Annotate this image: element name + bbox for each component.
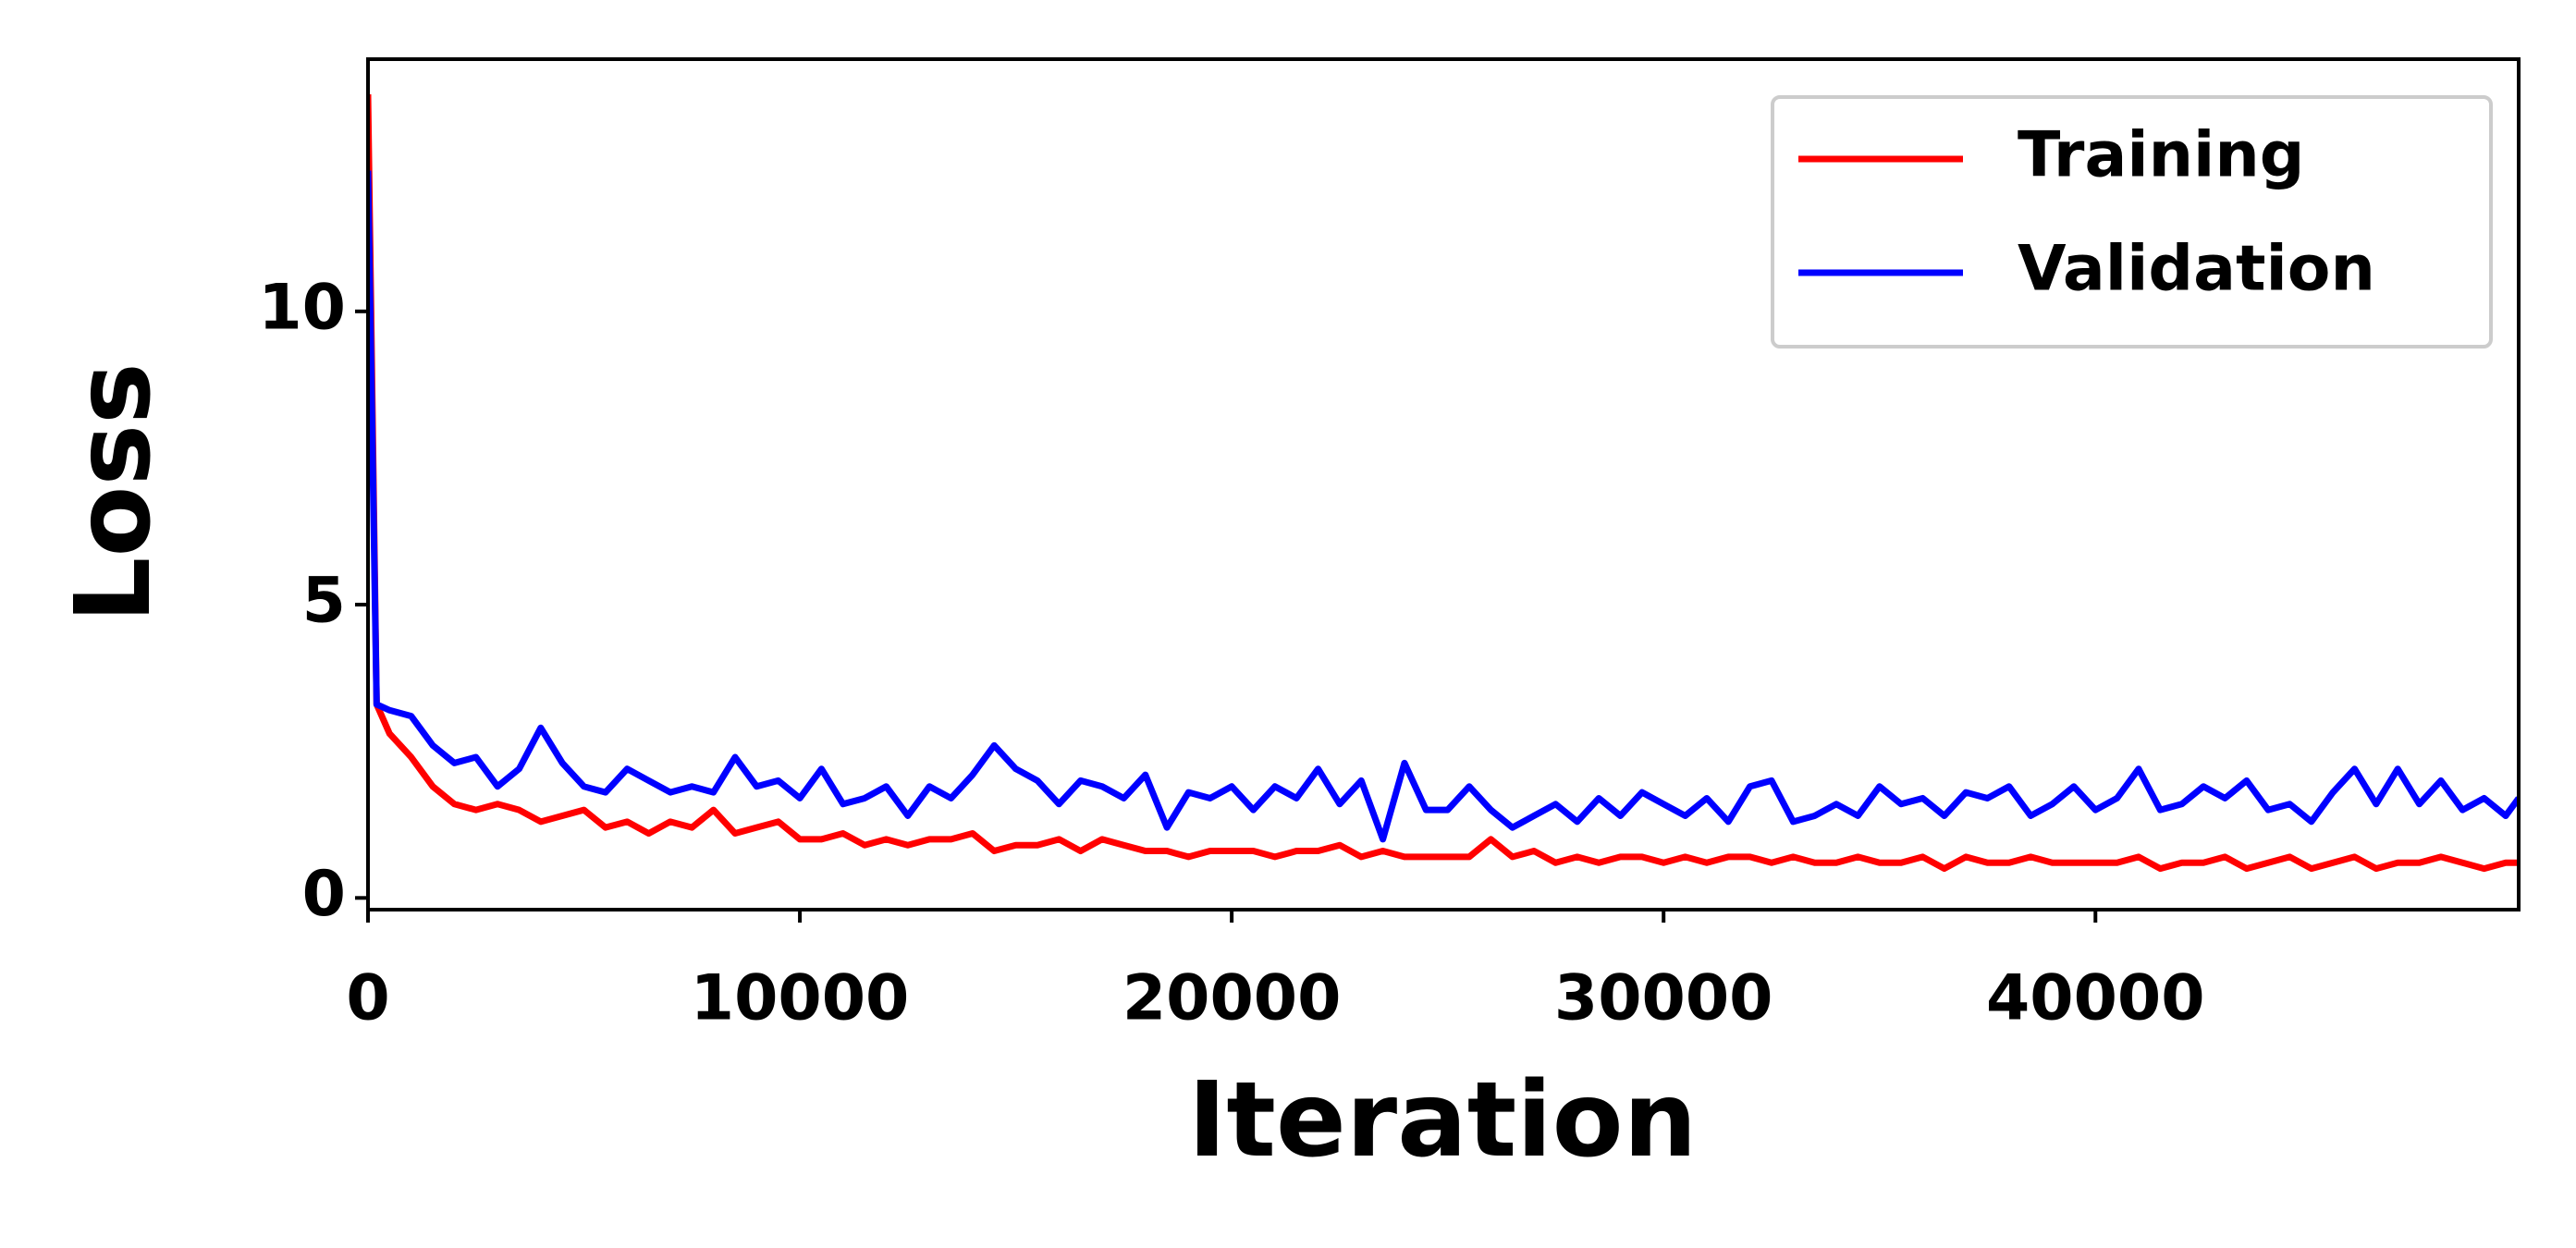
y-tick-label: 10 bbox=[258, 271, 346, 344]
x-tick-label: 0 bbox=[346, 962, 389, 1035]
legend-label: Validation bbox=[2018, 233, 2375, 306]
x-tick-label: 20000 bbox=[1122, 962, 1342, 1035]
y-tick-label: 0 bbox=[302, 858, 346, 931]
x-axis-label: Iteration bbox=[1188, 1060, 1698, 1181]
legend-label: Training bbox=[2018, 119, 2304, 192]
y-axis-label: Loss bbox=[54, 362, 174, 623]
series-line bbox=[368, 94, 2519, 873]
y-tick-label: 5 bbox=[302, 565, 346, 638]
plot-frame bbox=[366, 57, 2521, 912]
x-tick-label: 30000 bbox=[1554, 962, 1773, 1035]
x-tick-label: 40000 bbox=[1986, 962, 2205, 1035]
series-line bbox=[368, 170, 2519, 843]
x-tick-label: 10000 bbox=[691, 962, 910, 1035]
